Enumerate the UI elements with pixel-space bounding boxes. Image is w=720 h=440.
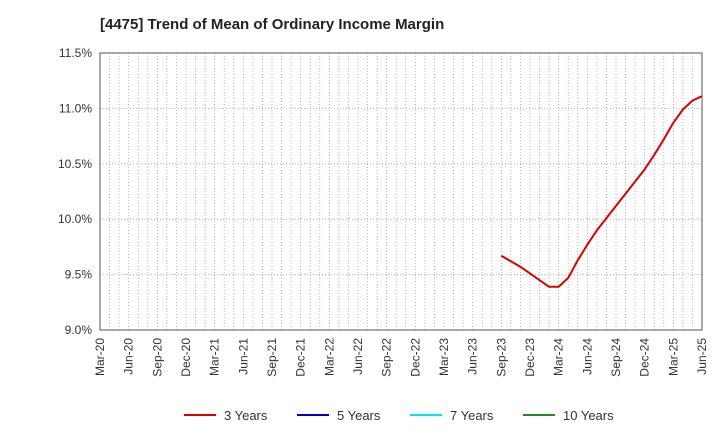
series-line-3-years — [500, 95, 703, 288]
legend-label: 7 Years — [450, 408, 494, 423]
x-tick-label: Sep-23 — [494, 338, 508, 377]
x-tick-label: Dec-24 — [638, 338, 652, 377]
y-tick-label: 10.0% — [58, 212, 92, 226]
plot-border — [99, 52, 703, 331]
y-tick-label: 9.5% — [65, 268, 93, 282]
series-layer — [500, 95, 703, 288]
x-tick-label: Mar-23 — [437, 338, 451, 376]
y-tick-label: 11.0% — [59, 101, 92, 115]
x-tick-label: Sep-24 — [609, 338, 623, 377]
x-tick-label: Jun-21 — [236, 338, 250, 375]
x-tick-label: Jun-20 — [122, 338, 136, 375]
chart-title: [4475] Trend of Mean of Ordinary Income … — [100, 16, 445, 33]
y-tick-label: 9.0% — [65, 323, 93, 337]
x-tick-label: Mar-21 — [208, 338, 222, 376]
x-tick-label: Dec-20 — [179, 338, 193, 377]
legend: 3 Years 5 Years 7 Years 10 Years — [184, 408, 614, 423]
x-tick-label: Jun-23 — [466, 338, 480, 375]
x-tick-label: Mar-25 — [666, 338, 680, 376]
legend-label: 10 Years — [563, 408, 614, 423]
y-tick-label: 11.5% — [59, 46, 92, 60]
x-tick-label: Mar-24 — [552, 338, 566, 376]
x-tick-label: Sep-20 — [150, 338, 164, 377]
x-tick-label: Sep-21 — [265, 338, 279, 377]
axis-layer: 9.0% 9.5% 10.0% 10.5% 11.0% 11.5% Mar-20 Jun-20… — [58, 46, 709, 377]
legend-label: 3 Years — [224, 408, 268, 423]
x-tick-label: Sep-22 — [380, 338, 394, 377]
y-tick-label: 10.5% — [58, 157, 92, 171]
legend-label: 5 Years — [337, 408, 381, 423]
x-tick-label: Mar-20 — [93, 338, 107, 376]
grid-layer — [99, 52, 703, 331]
x-tick-label: Jun-22 — [351, 338, 365, 375]
x-tick-label: Jun-25 — [695, 338, 709, 375]
x-tick-label: Mar-22 — [322, 338, 336, 376]
x-tick-label: Jun-24 — [580, 338, 594, 375]
x-tick-label: Dec-23 — [523, 338, 537, 377]
x-tick-label: Dec-22 — [408, 338, 422, 377]
plot-area — [100, 53, 702, 330]
x-tick-label: Dec-21 — [294, 338, 308, 377]
